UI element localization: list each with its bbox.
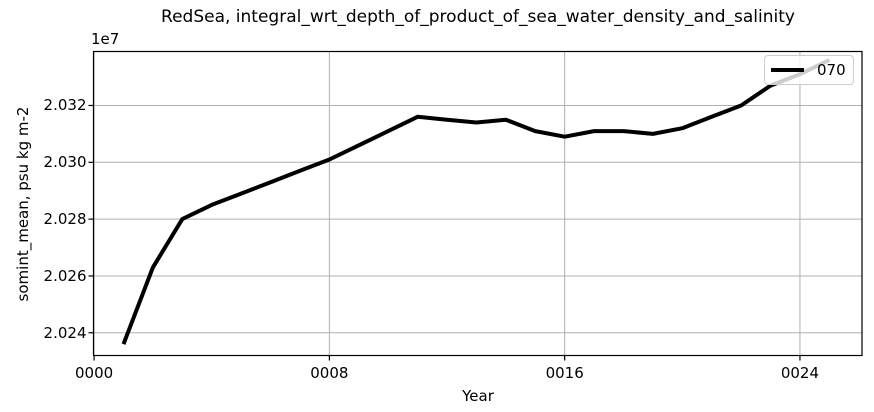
chart-title: RedSea, integral_wrt_depth_of_product_of…	[161, 7, 795, 27]
x-tick-label: 0024	[780, 363, 820, 382]
y-tick-label: 2.028	[43, 210, 87, 229]
x-tick-label: 0000	[74, 363, 114, 382]
tick-marks	[88, 104, 801, 361]
x-axis-label: Year	[462, 387, 494, 405]
data-line	[121, 58, 831, 345]
y-tick-label: 2.032	[43, 96, 87, 115]
x-tick-label: 0016	[545, 363, 584, 382]
series-line-070	[121, 58, 831, 345]
y-tick-label: 2.026	[43, 266, 87, 285]
axes-border	[92, 50, 863, 357]
legend: 070	[764, 55, 854, 85]
y-tick-label: 2.030	[43, 153, 87, 172]
legend-line-sample-icon	[771, 68, 804, 72]
legend-series-label: 070	[817, 61, 846, 79]
y-tick-label: 2.024	[43, 323, 87, 342]
axes-spines	[92, 50, 863, 357]
grid-lines	[93, 51, 862, 356]
x-tick-label: 0008	[310, 363, 349, 382]
y-axis-offset-label: 1e7	[91, 30, 120, 48]
